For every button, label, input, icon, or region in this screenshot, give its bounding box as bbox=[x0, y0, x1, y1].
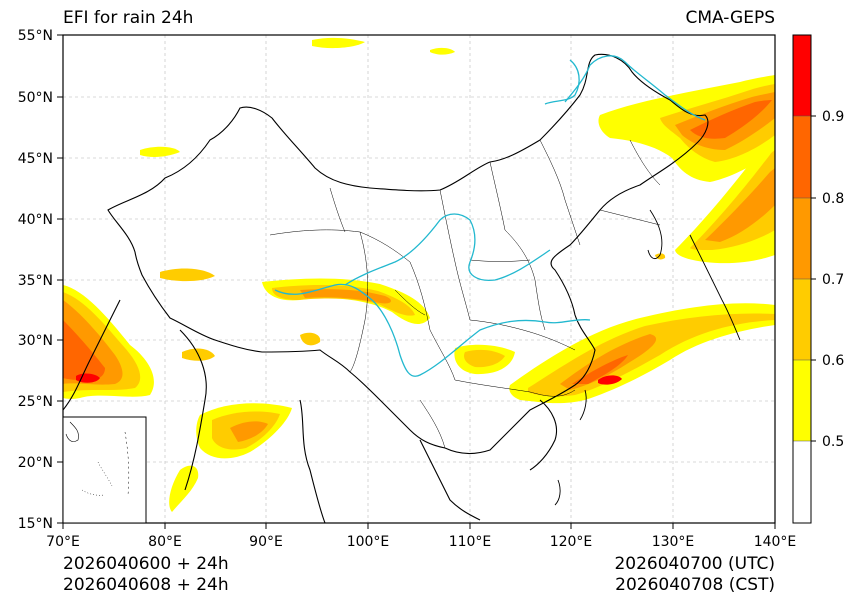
gridlines bbox=[63, 35, 775, 523]
valid-time-utc: 2026040700 (UTC) bbox=[614, 554, 775, 574]
colorbar-label: 0.5 bbox=[822, 434, 844, 450]
efi-shading bbox=[63, 37, 775, 512]
lat-label: 55°N bbox=[18, 28, 53, 44]
rivers bbox=[274, 55, 706, 377]
lon-label: 80°E bbox=[148, 534, 182, 550]
lat-label: 25°N bbox=[18, 394, 53, 410]
lat-label: 45°N bbox=[18, 151, 53, 167]
lon-label: 70°E bbox=[46, 534, 80, 550]
colorbar-segment bbox=[793, 360, 811, 441]
colorbar-label: 0.9 bbox=[822, 109, 844, 125]
lon-label: 140°E bbox=[754, 534, 797, 550]
lon-label: 120°E bbox=[550, 534, 593, 550]
colorbar-label: 0.7 bbox=[822, 272, 844, 288]
colorbar-segment bbox=[793, 279, 811, 360]
init-time-utc: 2026040600 + 24h bbox=[63, 554, 229, 574]
map-title: EFI for rain 24h bbox=[63, 8, 194, 28]
longitude-labels: 70°E 80°E 90°E 100°E 110°E 120°E 130°E 1… bbox=[46, 534, 796, 550]
colorbar-segment bbox=[793, 116, 811, 198]
inset-map bbox=[62, 416, 147, 524]
lat-label: 30°N bbox=[18, 333, 53, 349]
lat-label: 50°N bbox=[18, 90, 53, 106]
map-frame bbox=[62, 34, 776, 524]
colorbar-segment bbox=[793, 198, 811, 279]
colorbar: 0.5 0.6 0.7 0.8 0.9 bbox=[792, 34, 844, 524]
lon-label: 130°E bbox=[652, 534, 695, 550]
lat-label: 40°N bbox=[18, 212, 53, 228]
lat-label: 35°N bbox=[18, 273, 53, 289]
lat-label: 20°N bbox=[18, 455, 53, 471]
axis-ticks bbox=[57, 34, 776, 529]
valid-time-block: 2026040700 (UTC) 2026040708 (CST) bbox=[614, 554, 775, 596]
colorbar-segment bbox=[793, 441, 811, 523]
init-time-block: 2026040600 + 24h 2026040608 + 24h bbox=[63, 554, 229, 596]
province-borders bbox=[269, 139, 661, 449]
colorbar-label: 0.8 bbox=[822, 191, 844, 207]
colorbar-label: 0.6 bbox=[822, 353, 844, 369]
lat-label: 15°N bbox=[18, 516, 53, 532]
latitude-labels: 15°N 20°N 25°N 30°N 35°N 40°N 45°N 50°N … bbox=[18, 28, 53, 532]
east-asia-coasts bbox=[554, 209, 741, 506]
valid-time-cst: 2026040708 (CST) bbox=[615, 575, 775, 595]
lon-label: 110°E bbox=[449, 534, 492, 550]
model-name: CMA-GEPS bbox=[685, 8, 775, 28]
lon-label: 90°E bbox=[249, 534, 283, 550]
colorbar-segment bbox=[793, 35, 811, 116]
country-borders bbox=[63, 53, 709, 523]
lon-label: 100°E bbox=[347, 534, 390, 550]
init-time-cst: 2026040608 + 24h bbox=[63, 575, 229, 595]
